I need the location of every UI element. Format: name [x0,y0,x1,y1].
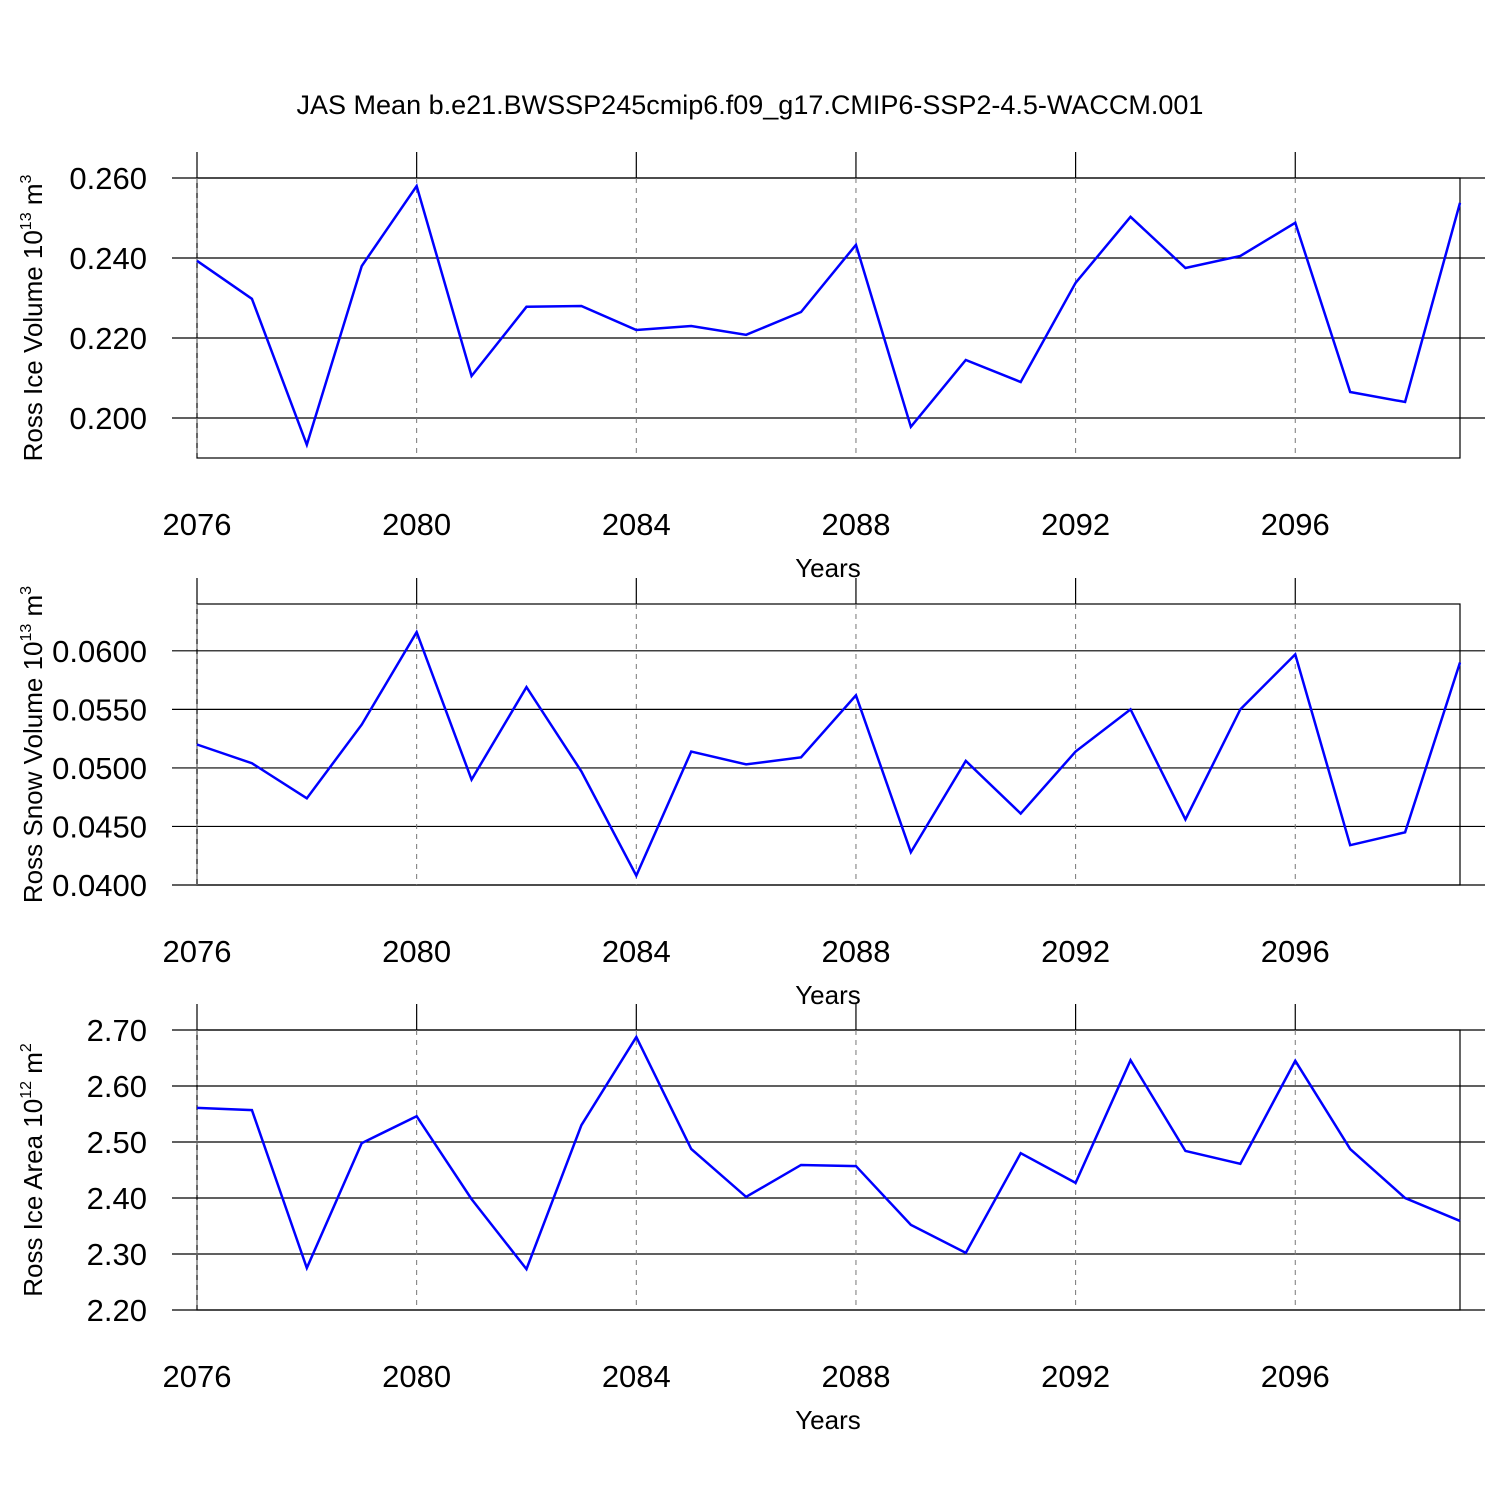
x-tick-label: 2076 [163,1359,232,1394]
x-tick-label: 2080 [382,934,451,969]
y-axis-label-superscript: 3 [18,174,35,183]
y-tick-label: 0.200 [69,401,147,436]
y-tick-label: 0.0600 [52,634,147,669]
y-axis-label-superscript: 13 [18,212,35,230]
y-axis-label: Ross Snow Volume 1013 m3 [18,586,48,903]
x-tick-label: 2092 [1041,934,1110,969]
y-axis-label-text: Ross Snow Volume 10 [18,642,48,904]
y-axis-label-superscript: 3 [18,586,35,595]
y-axis-label-text: Ross Ice Area 10 [18,1099,48,1297]
y-axis-label: Ross Ice Volume 1013 m3 [18,174,48,461]
plot-frame [196,603,1461,886]
y-axis-label: Ross Ice Area 1012 m2 [18,1043,48,1297]
x-tick-label: 2076 [163,934,232,969]
x-tick-label: 2084 [602,507,671,542]
y-axis-label-text: m [18,1052,48,1081]
y-tick-label: 2.60 [87,1069,147,1104]
y-tick-label: 0.260 [69,161,147,196]
x-axis-label: Years [795,1405,861,1435]
plot-frame [196,177,1461,459]
x-tick-label: 2092 [1041,1359,1110,1394]
y-tick-label: 2.40 [87,1181,147,1216]
x-tick-label: 2084 [602,934,671,969]
x-tick-label: 2076 [163,507,232,542]
y-tick-label: 0.0550 [52,692,147,727]
y-axis-label-superscript: 13 [18,624,35,642]
y-tick-label: 0.0400 [52,868,147,903]
x-tick-label: 2080 [382,507,451,542]
x-tick-label: 2096 [1261,1359,1330,1394]
x-tick-label: 2088 [821,1359,890,1394]
y-tick-label: 0.220 [69,321,147,356]
x-tick-label: 2080 [382,1359,451,1394]
x-tick-label: 2096 [1261,934,1330,969]
x-tick-label: 2096 [1261,507,1330,542]
y-tick-label: 2.20 [87,1293,147,1328]
x-axis-label: Years [795,980,861,1010]
y-axis-label-text: Ross Ice Volume 10 [18,230,48,461]
x-tick-label: 2084 [602,1359,671,1394]
data-line [196,1034,1461,1272]
y-tick-label: 0.0500 [52,751,147,786]
y-axis-label-text: m [18,595,48,624]
y-tick-label: 0.240 [69,241,147,276]
chart-title: JAS Mean b.e21.BWSSP245cmip6.f09_g17.CMI… [297,90,1204,120]
plot-frame [196,1029,1461,1311]
data-line [196,629,1462,879]
x-tick-label: 2088 [821,934,890,969]
y-axis-label-superscript: 2 [18,1043,35,1052]
y-tick-label: 0.0450 [52,809,147,844]
data-line [196,183,1462,449]
x-tick-label: 2088 [821,507,890,542]
y-axis-label-superscript: 12 [18,1081,35,1099]
y-tick-label: 2.30 [87,1237,147,1272]
x-axis-label: Years [795,553,861,583]
y-tick-label: 2.70 [87,1013,147,1048]
y-axis-label-text: m [18,183,48,212]
y-tick-label: 2.50 [87,1125,147,1160]
x-tick-label: 2092 [1041,507,1110,542]
